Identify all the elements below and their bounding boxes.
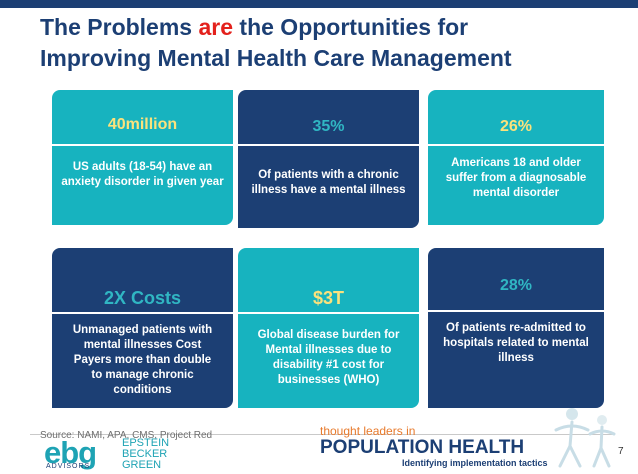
stat-tile-costs: 2X Costs Unmanaged patients with mental … (52, 248, 233, 408)
tile-divider (428, 144, 604, 146)
logo-name-epstein: EPSTEIN (122, 437, 170, 449)
tile-divider (238, 144, 419, 146)
title-line1-start: The Problems (40, 14, 199, 40)
footer-divider (30, 434, 615, 435)
tile-stat: 28% (499, 277, 533, 294)
stat-tile-mental-disorder: 26% Americans 18 and older suffer from a… (428, 90, 604, 225)
tagline-thought-leaders: thought leaders in (320, 424, 416, 438)
tile-description: Unmanaged patients with mental illnesses… (72, 324, 213, 396)
tagline-population-health: POPULATION HEALTH (320, 437, 525, 458)
page-number: 7 (618, 446, 624, 457)
tile-description: US adults (18-54) have an anxiety disord… (61, 161, 224, 188)
title-line-1: The Problems are the Opportunities for (40, 12, 630, 43)
source-citation: Source: NAMI, APA, CMS, Project Red (40, 430, 213, 441)
top-accent-bar (0, 0, 638, 8)
tile-divider (238, 312, 419, 314)
ebg-logo-names: EPSTEIN BECKER GREEN (122, 438, 169, 471)
tile-stat: 26% (499, 118, 533, 135)
slide-title: The Problems are the Opportunities for I… (40, 12, 630, 74)
ebg-logo-advisors: ADVISORS (46, 463, 91, 470)
tile-description: Of patients re-admitted to hospitals rel… (443, 322, 589, 364)
stat-tile-anxiety: 40million US adults (18-54) have an anxi… (52, 90, 233, 225)
stat-tile-chronic-illness: 35% Of patients with a chronic illness h… (238, 90, 419, 228)
title-highlight-word: are (198, 14, 234, 40)
stat-tile-readmission: 28% Of patients re-admitted to hospitals… (428, 248, 604, 408)
tile-description: Of patients with a chronic illness have … (251, 169, 406, 196)
tagline-implementation: Identifying implementation tactics (402, 458, 548, 468)
people-figures-icon (554, 408, 616, 468)
tile-divider (428, 310, 604, 312)
title-line1-end: the Opportunities for (233, 14, 469, 40)
tile-stat: 40million (107, 116, 178, 133)
tile-description: Americans 18 and older suffer from a dia… (445, 157, 587, 199)
tile-divider (52, 144, 233, 146)
tile-stat: 2X Costs (103, 288, 182, 308)
title-line-2: Improving Mental Health Care Management (40, 45, 512, 71)
tile-divider (52, 312, 233, 314)
stat-tile-disease-burden: $3T Global disease burden for Mental ill… (238, 248, 419, 408)
logo-name-green: GREEN (122, 459, 162, 471)
ebg-logo-mark: ebg (44, 435, 97, 470)
tile-stat: $3T (312, 288, 345, 308)
logo-name-becker: BECKER (122, 448, 168, 460)
tile-stat: 35% (312, 118, 345, 135)
tile-description: Global disease burden for Mental illness… (257, 329, 400, 386)
